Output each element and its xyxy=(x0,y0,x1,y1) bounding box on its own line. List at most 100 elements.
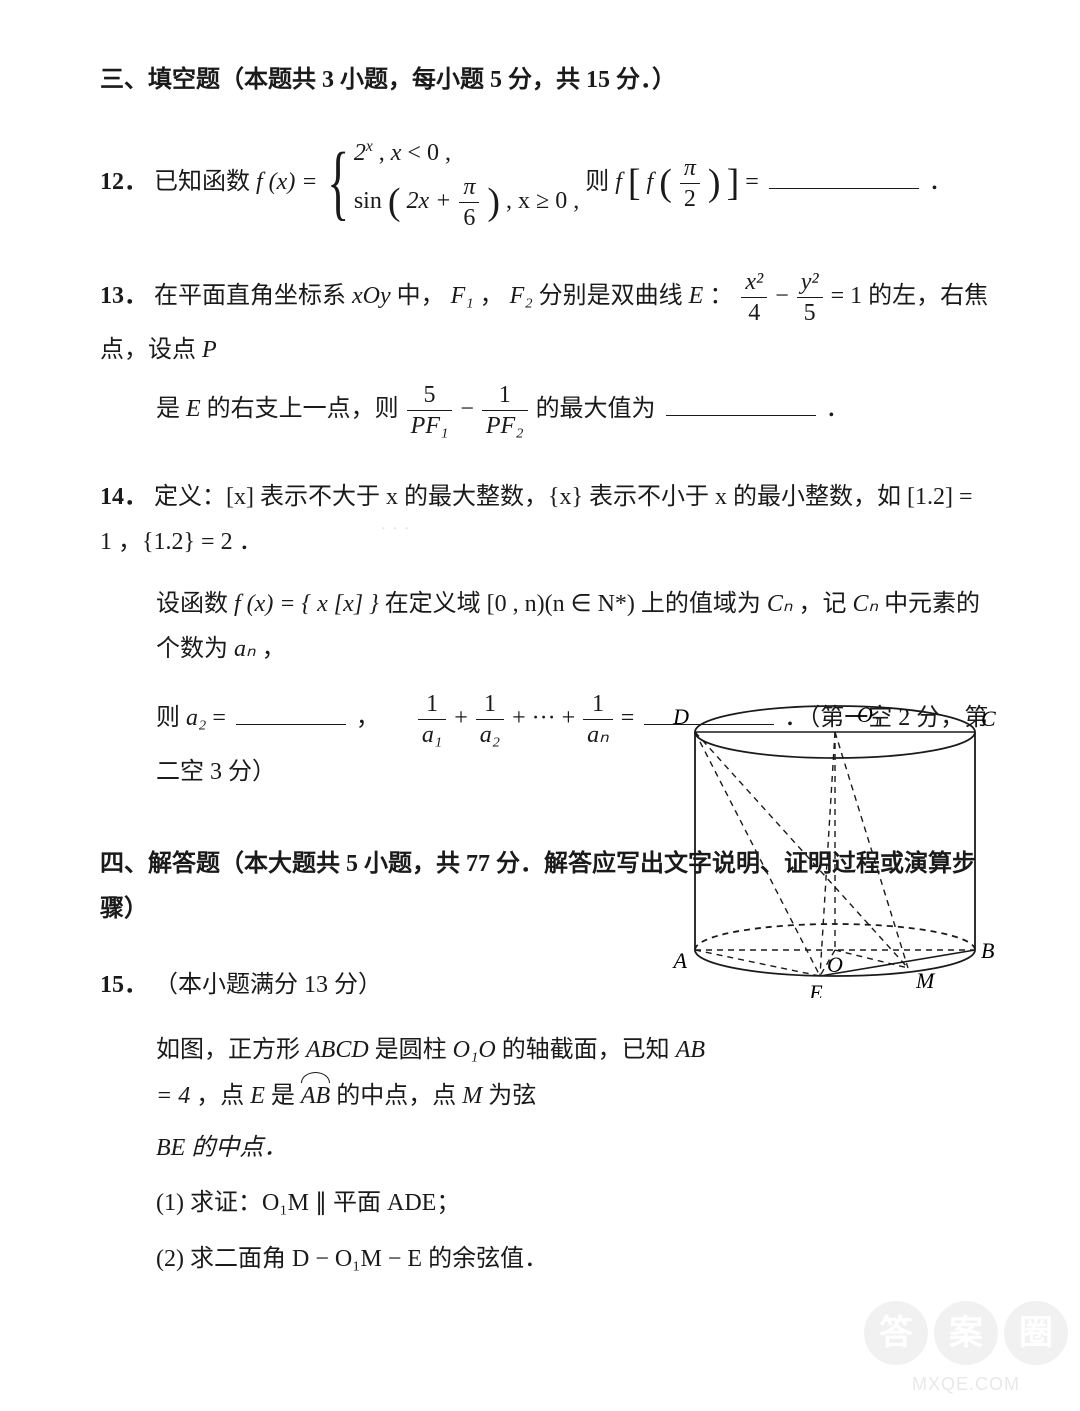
one: 1 xyxy=(482,380,528,411)
svg-text:E: E xyxy=(808,980,823,998)
q14-p2: + ··· + xyxy=(512,705,581,731)
q13-l2a: 是 xyxy=(156,396,186,422)
tn: 1 xyxy=(583,689,613,720)
q15-sub2: (2) 求二面角 D − O₁M − E 的余弦值． xyxy=(156,1237,676,1283)
a1: a₁ xyxy=(418,720,446,750)
q12-f2: f xyxy=(647,169,654,195)
q12-tail: , x ≥ 0 , xyxy=(506,188,579,214)
q14-a2: a₂ xyxy=(186,705,206,731)
q15-p1g: 为弦 xyxy=(488,1083,536,1109)
q15-p1e: 是 xyxy=(271,1083,301,1109)
five2: 5 xyxy=(407,380,453,411)
svg-text:C: C xyxy=(981,706,996,731)
q13-l1a: 在平面直角坐标系 xyxy=(154,283,352,309)
q15-p1c: 的轴截面，已知 xyxy=(502,1037,676,1063)
t1: 1 xyxy=(418,689,446,720)
q15-p1a: 如图，正方形 xyxy=(156,1037,306,1063)
q12-period: ． xyxy=(929,169,953,195)
svg-text:O₁: O₁ xyxy=(857,702,881,727)
q13-P: P xyxy=(202,337,217,363)
q12-lead: 已知函数 xyxy=(154,169,256,195)
q14-comma: ， xyxy=(356,705,380,731)
q12-then: 则 xyxy=(585,169,615,195)
pf1: PF₁ xyxy=(407,411,453,441)
six: 6 xyxy=(459,203,479,233)
q14-l3a: 则 xyxy=(156,705,186,731)
q13-F1: F₁ xyxy=(451,283,474,309)
q13-l1c: 分别是双曲线 xyxy=(539,283,689,309)
q13-F2: F₂ xyxy=(510,283,533,309)
pi2: π xyxy=(680,153,700,184)
svg-text:A: A xyxy=(672,948,688,973)
svg-text:D: D xyxy=(672,704,689,729)
q13-number: 13． xyxy=(100,283,148,309)
svg-text:B: B xyxy=(981,938,994,963)
q14-an: aₙ xyxy=(234,636,256,662)
q13-blank[interactable] xyxy=(666,388,816,415)
q14-l2c: ，记 xyxy=(798,591,852,617)
q14-p1: + xyxy=(454,705,474,731)
q13-minus2: − xyxy=(460,396,480,422)
q12-number: 12． xyxy=(100,169,148,195)
arc-AB: AB xyxy=(301,1074,330,1120)
two: 2 xyxy=(680,184,700,214)
q13-l2b: 的最大值为 xyxy=(536,396,656,422)
q15-head: （本小题满分 13 分） xyxy=(154,972,382,998)
q14-eq: = xyxy=(212,705,232,731)
svg-text:M: M xyxy=(915,968,936,993)
question-13: 13． 在平面直角坐标系 xOy 中， F₁ ， F₂ 分别是双曲线 E ： x… xyxy=(100,267,990,441)
q14-l2e: ， xyxy=(262,636,286,662)
y2: y² xyxy=(797,267,823,298)
q15-sub1: (1) 求证：O₁M ∥ 平面 ADE； xyxy=(156,1181,676,1227)
five: 5 xyxy=(797,298,823,328)
q14-blank-1[interactable] xyxy=(236,698,346,725)
left-brace-icon: { xyxy=(327,141,349,225)
q13-colon: ： xyxy=(709,283,733,309)
q14-Cn2: Cₙ xyxy=(852,591,878,617)
q14-eq2: = xyxy=(621,705,641,731)
q15-p1f: 的中点，点 xyxy=(336,1083,462,1109)
four: 4 xyxy=(741,298,767,328)
q15-p1b: 是圆柱 xyxy=(375,1037,453,1063)
q14-l2a: 设函数 xyxy=(156,591,234,617)
section-3-heading: 三、填空题（本题共 3 小题，每小题 5 分，共 15 分．） xyxy=(100,58,990,104)
q15-E: E xyxy=(250,1083,265,1109)
q12-eq: = xyxy=(745,169,765,195)
q12-blank[interactable] xyxy=(769,161,919,188)
question-12: 12． 已知函数 f (x) = { 2x , x < 0 , sin ( 2x… xyxy=(100,134,990,233)
q15-M: M xyxy=(462,1083,482,1109)
q15-ABCD: ABCD xyxy=(306,1037,369,1063)
q14-l2b: 在定义域 [0 , n)(n ∈ N*) 上的值域为 xyxy=(385,591,767,617)
q13-minus: − xyxy=(775,283,795,309)
q13-c1: ， xyxy=(480,283,504,309)
q12-sin: sin xyxy=(354,188,382,214)
svg-text:O: O xyxy=(827,952,843,977)
q13-E: E xyxy=(689,283,704,309)
q15-p2: BE 的中点． xyxy=(156,1135,287,1161)
q15-p1d: ，点 xyxy=(196,1083,250,1109)
q14-Cn: Cₙ xyxy=(767,591,793,617)
q13-xoy: xOy xyxy=(352,283,391,309)
q15-number: 15． xyxy=(100,972,148,998)
q13-E2: E xyxy=(186,396,201,422)
x2: x² xyxy=(741,267,767,298)
q13-l2a2: 的右支上一点，则 xyxy=(207,396,405,422)
q12-inner: 2x + xyxy=(407,188,452,214)
q14-sp xyxy=(386,705,410,731)
q12-f1: f xyxy=(615,169,622,195)
q13-period: ． xyxy=(826,396,850,422)
pi: π xyxy=(459,172,479,203)
pf2: PF₂ xyxy=(482,411,528,441)
faint-text: · · · xyxy=(380,510,410,548)
q13-l1b: 中， xyxy=(397,283,445,309)
q12-fn: f (x) = xyxy=(256,169,324,195)
cylinder-diagram: D O₁ C A O M B E xyxy=(670,698,1010,1015)
anb: aₙ xyxy=(583,720,613,750)
q14-l1: 定义：[x] 表示不大于 x 的最大整数，{x} 表示不小于 x 的最小整数，如… xyxy=(100,484,973,556)
a2b: a₂ xyxy=(476,720,504,750)
q12-piecewise: 2x , x < 0 , sin ( 2x + π6 ) , x ≥ 0 , xyxy=(354,134,579,233)
q14-fx: f (x) = { x [x] } xyxy=(234,591,379,617)
t2: 1 xyxy=(476,689,504,720)
q15-O1O: O₁O xyxy=(453,1037,496,1063)
q14-number: 14． xyxy=(100,484,148,510)
